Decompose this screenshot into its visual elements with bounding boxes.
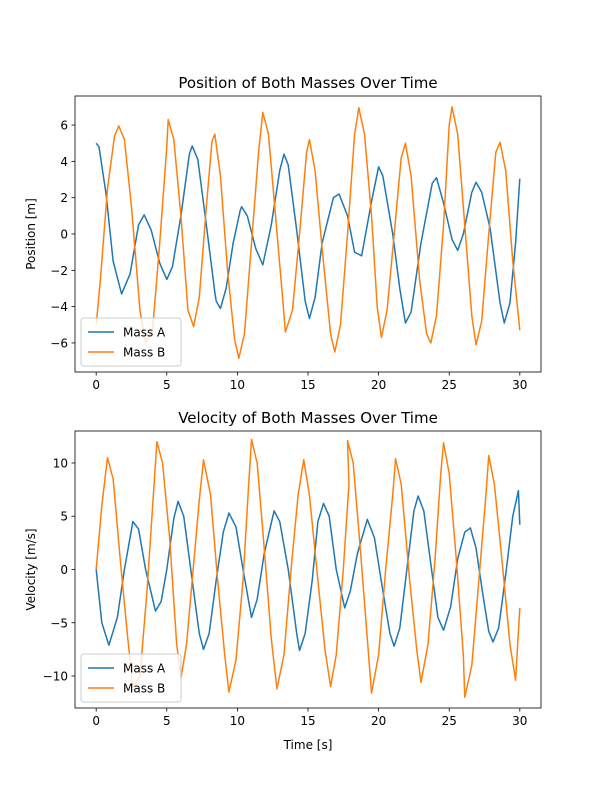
position-x-tick-label: 15	[300, 378, 315, 392]
position-legend-label-mass-a: Mass A	[123, 326, 166, 340]
velocity-y-tick-label: 0	[60, 563, 68, 577]
position-chart-title: Position of Both Masses Over Time	[178, 74, 437, 92]
position-y-tick-label: −2	[50, 264, 68, 278]
velocity-chart-title: Velocity of Both Masses Over Time	[178, 409, 438, 427]
velocity-x-tick-label: 15	[300, 714, 315, 728]
velocity-y-axis-label: Velocity [m/s]	[24, 528, 38, 610]
velocity-y-tick-label: −5	[50, 616, 68, 630]
position-x-tick-label: 5	[163, 378, 171, 392]
velocity-series-mass-b-line	[95, 438, 521, 699]
velocity-x-tick-label: 10	[230, 714, 245, 728]
position-y-tick-label: −4	[50, 300, 68, 314]
position-y-tick-label: 0	[60, 228, 68, 242]
velocity-legend-label-mass-a: Mass A	[123, 662, 166, 676]
position-y-tick-label: −6	[50, 336, 68, 350]
position-y-tick-label: 6	[60, 119, 68, 133]
velocity-legend-box	[80, 653, 182, 703]
position-chart: Position of Both Masses Over Time 0 5 10 15 2…	[24, 74, 542, 392]
velocity-series-group	[95, 438, 521, 699]
velocity-x-tick-label: 25	[442, 714, 457, 728]
position-legend-box	[80, 317, 182, 367]
velocity-legend-label-mass-b: Mass B	[123, 682, 165, 696]
position-x-tick-label: 10	[230, 378, 245, 392]
position-x-tick-label: 0	[92, 378, 100, 392]
position-y-tick-label: 2	[60, 191, 68, 205]
velocity-chart: Velocity of Both Masses Over Time 0 5 10 15 2…	[24, 409, 542, 752]
position-series-mass-a-line	[95, 142, 521, 324]
position-x-tick-label: 25	[442, 378, 457, 392]
velocity-x-tick-label: 5	[163, 714, 171, 728]
position-series-mass-b-line	[95, 106, 521, 360]
position-x-tick-label: 20	[371, 378, 386, 392]
velocity-y-tick-label: −10	[43, 670, 68, 684]
position-legend: Mass A Mass B	[80, 317, 182, 367]
position-series-group	[95, 106, 521, 360]
velocity-x-axis-label: Time [s]	[283, 738, 333, 752]
position-y-axis-label: Position [m]	[24, 198, 38, 270]
velocity-x-tick-label: 0	[92, 714, 100, 728]
position-y-tick-label: 4	[60, 155, 68, 169]
position-x-tick-label: 30	[512, 378, 527, 392]
velocity-legend: Mass A Mass B	[80, 653, 182, 703]
velocity-y-tick-label: 5	[60, 510, 68, 524]
velocity-y-tick-label: 10	[53, 456, 68, 470]
position-legend-label-mass-b: Mass B	[123, 346, 165, 360]
velocity-x-tick-label: 20	[371, 714, 386, 728]
velocity-x-tick-label: 30	[512, 714, 527, 728]
